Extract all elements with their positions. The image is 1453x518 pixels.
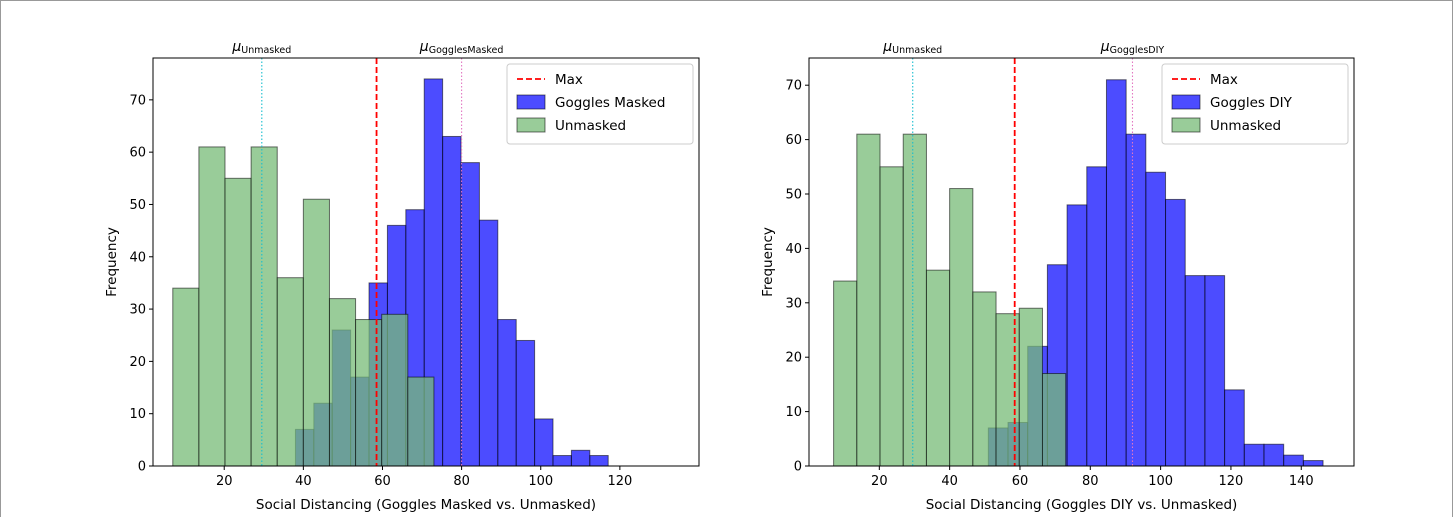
unmasked-bar [972, 291, 997, 467]
mean-label: μGogglesDIY [1100, 39, 1165, 56]
x-tick-label: 80 [1082, 474, 1099, 489]
x-axis-label: Social Distancing (Goggles Masked vs. Un… [256, 497, 596, 513]
goggles-masked-bar [515, 339, 536, 467]
legend-label: Max [555, 72, 583, 88]
x-tick-label: 40 [295, 474, 312, 489]
goggles-masked-bar [534, 418, 554, 467]
y-tick-label: 0 [138, 460, 146, 475]
unmasked-bar [276, 277, 304, 467]
goggles-diy-bar [1283, 454, 1304, 467]
y-tick-label: 20 [129, 355, 146, 370]
legend-label: Goggles DIY [1210, 95, 1293, 111]
mean-label: μUnmasked [231, 39, 291, 56]
goggles-masked-bar [552, 455, 572, 467]
goggles-masked-bar [478, 219, 499, 467]
x-tick-label: 120 [607, 474, 632, 489]
unmasked-bar [925, 269, 951, 467]
goggles-diy-bar [1243, 443, 1265, 467]
goggles-diy-bar [1224, 389, 1245, 467]
unmasked-bar [198, 146, 226, 467]
y-tick-label: 60 [785, 133, 802, 148]
y-tick-label: 20 [785, 351, 802, 366]
y-axis-label: Frequency [104, 227, 120, 297]
legend-label: Unmasked [555, 118, 626, 134]
unmasked-bar [949, 188, 974, 467]
legend-swatch [1171, 117, 1201, 133]
unmasked-bar [355, 319, 383, 467]
y-tick-label: 30 [129, 303, 146, 318]
goggles-diy-bar [1105, 79, 1127, 467]
right-histogram-chart: μUnmasked μGogglesDIY 20 40 60 80 100 120 140 0 10… [760, 39, 1355, 513]
y-tick-label: 50 [785, 188, 802, 203]
unmasked-bar [995, 313, 1020, 467]
legend-box [1161, 63, 1349, 145]
unmasked-bar [328, 298, 357, 467]
goggles-diy-bar [1165, 198, 1186, 467]
x-tick-label: 100 [528, 474, 553, 489]
goggles-diy-bar [1302, 460, 1324, 467]
plot-area-frame [152, 57, 700, 467]
goggles-masked-bar [570, 449, 591, 467]
goggles-diy-bar [1184, 275, 1206, 467]
x-tick-label: 80 [453, 474, 470, 489]
x-tick-label: 20 [871, 474, 888, 489]
y-tick-label: 70 [785, 79, 802, 94]
goggles-masked-bar [589, 455, 609, 467]
goggles-diy-bar [1125, 133, 1147, 467]
goggles-diy-bar [1086, 166, 1107, 467]
unmasked-bar [302, 198, 330, 467]
y-tick-label: 40 [129, 250, 146, 265]
goggles-diy-bar [1263, 443, 1285, 467]
y-tick-label: 40 [785, 242, 802, 257]
left-histogram-chart: μUnmasked μGogglesMasked 20 40 60 80 100 120 0 10… [104, 39, 700, 513]
unmasked-bar [856, 133, 881, 467]
legend-box [506, 63, 694, 145]
unmasked-bar [1041, 373, 1067, 467]
legend-label: Goggles Masked [555, 95, 665, 111]
unmasked-bar [1018, 307, 1043, 467]
y-tick-label: 30 [785, 296, 802, 311]
legend-swatch [516, 117, 546, 133]
goggles-diy-bar [1066, 204, 1088, 467]
legend-label: Unmasked [1210, 118, 1281, 134]
unmasked-bar [407, 376, 435, 467]
x-tick-label: 60 [374, 474, 391, 489]
goggles-masked-bar [460, 162, 480, 467]
y-tick-label: 60 [129, 146, 146, 161]
unmasked-bar [224, 177, 252, 467]
x-tick-label: 20 [216, 474, 233, 489]
y-axis-label: Frequency [760, 227, 776, 297]
unmasked-bar [902, 133, 927, 467]
unmasked-bar [381, 313, 409, 467]
plot-area-frame [808, 57, 1355, 467]
mean-label: μGogglesMasked [419, 39, 504, 56]
y-tick-label: 0 [794, 460, 802, 475]
x-axis-label: Social Distancing (Goggles DIY vs. Unmas… [926, 497, 1238, 513]
unmasked-bar [250, 146, 278, 467]
legend-swatch [1171, 94, 1201, 110]
goggles-diy-bar [1204, 275, 1226, 467]
goggles-masked-bar [497, 319, 517, 467]
y-tick-label: 10 [129, 407, 146, 422]
x-tick-label: 140 [1289, 474, 1314, 489]
y-tick-label: 10 [785, 405, 802, 420]
x-tick-label: 60 [1012, 474, 1029, 489]
unmasked-bar [879, 166, 904, 467]
goggles-masked-bar [442, 135, 462, 467]
goggles-diy-bar [1145, 171, 1167, 467]
legend-swatch [516, 94, 546, 110]
unmasked-bar [833, 280, 858, 467]
x-tick-label: 100 [1148, 474, 1173, 489]
legend-label: Max [1210, 72, 1238, 88]
unmasked-bar [172, 287, 200, 467]
x-tick-label: 40 [941, 474, 958, 489]
mean-label: μUnmasked [882, 39, 942, 56]
y-tick-label: 50 [129, 198, 146, 213]
y-tick-label: 70 [129, 93, 146, 108]
x-tick-label: 120 [1219, 474, 1244, 489]
